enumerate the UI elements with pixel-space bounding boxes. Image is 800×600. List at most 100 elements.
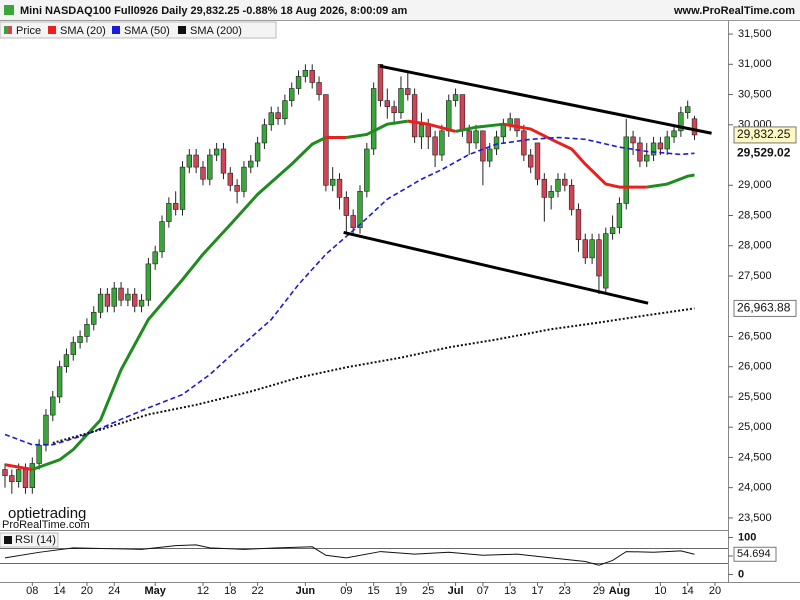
sma-line (503, 122, 647, 189)
legend-label: SMA (20) (60, 25, 106, 37)
x-tick-label: 15 (368, 585, 380, 597)
legend-swatch (4, 26, 8, 34)
candle-body (473, 130, 479, 144)
candle-body (466, 130, 472, 144)
x-tick-label: 25 (422, 585, 434, 597)
candle-body (684, 106, 691, 113)
candle-body (70, 342, 76, 355)
candle-body (91, 311, 97, 325)
x-tick-label: 24 (108, 585, 120, 597)
legend: Price SMA (20) SMA (50) SMA (200) (0, 21, 277, 39)
candle-body (261, 124, 268, 144)
y-tick-label: 31,500 (738, 28, 772, 40)
y-tick-label: 31,000 (738, 58, 772, 70)
candle-body (418, 124, 425, 138)
candle-body (630, 136, 636, 144)
candle-body (2, 469, 8, 476)
candle-body (657, 142, 664, 150)
candle-body (384, 100, 391, 107)
candle-body (425, 124, 431, 138)
candle-body (159, 221, 165, 253)
y-tick-label: 27,500 (738, 270, 772, 282)
sma-line (455, 122, 504, 133)
candle-body (364, 148, 370, 192)
x-tick-label: 14 (682, 585, 694, 597)
candle-body (568, 184, 575, 210)
y-tick-label: 28,000 (738, 240, 772, 252)
legend-swatch (48, 26, 56, 34)
candle-body (603, 233, 609, 289)
candle-body (582, 239, 588, 259)
candle-body (145, 263, 152, 301)
rsi-label: RSI (14) (15, 534, 56, 546)
candle-body (671, 130, 677, 138)
candle-body (111, 287, 117, 307)
candle-body (166, 203, 172, 222)
candle-body (186, 154, 193, 168)
x-tick-label: Jun (296, 585, 316, 597)
last-value-label: 54.694 (737, 548, 771, 560)
candle-body (411, 94, 418, 138)
y-tick-label: 26,000 (738, 361, 772, 373)
x-tick-label: 18 (224, 585, 236, 597)
candle-body (446, 100, 452, 132)
candle-body (336, 178, 343, 198)
x-tick-label: 17 (531, 585, 543, 597)
candle-body (254, 142, 261, 162)
candle-body (36, 445, 42, 464)
candle-body (548, 191, 554, 198)
candle-body (439, 130, 445, 156)
candle-body (248, 160, 254, 168)
trendline (379, 64, 712, 135)
candle-body (104, 293, 111, 307)
candle-body (316, 82, 322, 95)
last-value-label: 26,963.88 (737, 301, 791, 315)
candle-body (241, 166, 247, 192)
x-tick-label: 07 (477, 585, 489, 597)
legend-swatch (4, 536, 12, 544)
candle-body (97, 293, 104, 313)
candle-body (227, 172, 233, 186)
candle-body (480, 130, 486, 162)
candle-body (152, 251, 158, 265)
candle-body (500, 124, 507, 138)
candle-body (234, 184, 240, 192)
candle-body (179, 166, 186, 210)
y-tick-label: 25,500 (738, 391, 772, 403)
x-tick-label: 12 (197, 585, 209, 597)
x-tick-label: 13 (504, 585, 516, 597)
legend-swatch (178, 26, 186, 34)
watermark: optietrading (8, 505, 86, 522)
y-tick-label: 23,500 (738, 512, 772, 524)
candle-body (650, 142, 657, 156)
last-value-label: 29,832.25 (737, 127, 791, 141)
last-value-box (734, 145, 796, 162)
x-tick-label: 19 (395, 585, 407, 597)
candle-body (678, 112, 684, 132)
candle-body (84, 324, 90, 337)
last-value-box (733, 299, 797, 317)
candle-body (213, 148, 220, 156)
candle-body (289, 88, 295, 101)
x-tick-label: 22 (251, 585, 263, 597)
rsi-line (4, 544, 695, 566)
y-tick-label: 29,000 (738, 179, 772, 191)
legend-swatch (8, 26, 12, 34)
candle-body (309, 70, 315, 83)
sma-line (4, 136, 695, 446)
candle-body (329, 178, 336, 186)
x-tick-label: 14 (53, 585, 65, 597)
last-value-label: 29,529.02 (737, 145, 791, 159)
candle-body (691, 118, 698, 136)
candle-body (575, 209, 582, 241)
candle-body (295, 76, 302, 89)
candle-body (555, 178, 561, 192)
candle-body (22, 469, 29, 488)
candle-body (589, 239, 595, 259)
candle-body (637, 142, 643, 162)
candle-body (207, 154, 213, 180)
x-tick-label: 09 (340, 585, 352, 597)
y-tick-label: 25,000 (738, 421, 772, 433)
candle-body (534, 142, 541, 180)
candle-body (493, 136, 500, 150)
